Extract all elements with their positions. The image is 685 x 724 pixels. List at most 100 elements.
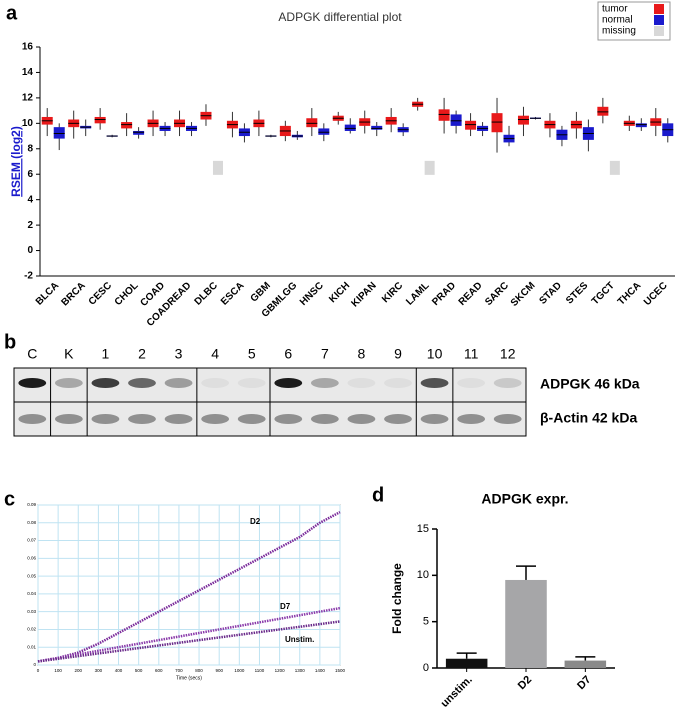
y-tick-label: 0.08 [27,520,36,525]
x-tick-label: BLCA [34,280,61,307]
legend-swatch [654,26,664,36]
y-tick-label: 0 [27,245,33,256]
y-tick-label: 0.09 [27,502,36,507]
box [306,118,318,128]
lane-label: 3 [175,346,183,362]
band [347,378,376,388]
band [128,414,156,424]
box [438,109,450,121]
series-line [37,606,341,663]
y-tick-label: 0 [423,662,429,674]
legend-label: missing [602,26,636,37]
band [54,414,83,424]
box [121,122,133,129]
x-tick-label: D2 [516,674,534,692]
x-tick-label: KIRC [380,280,405,305]
band [237,414,266,424]
x-tick-label: READ [457,280,485,308]
box [597,106,609,116]
band [201,378,230,388]
legend-label: normal [602,15,633,26]
x-tick-label: D7 [575,674,593,692]
y-tick-label: 16 [22,42,34,53]
x-tick-label: LAML [404,280,431,307]
lane-label: C [27,346,37,362]
box [94,116,106,124]
lane-label: 7 [321,346,329,362]
lane-label: 5 [248,346,256,362]
lane-label: 2 [138,346,146,362]
lane-label: 11 [464,346,479,362]
x-tick-label: DLBC [193,280,220,307]
x-tick-label: 400 [115,668,123,673]
panel-label: a [6,2,18,24]
x-tick-label: 1100 [255,668,265,673]
legend-label: tumor [602,4,628,15]
box [517,115,529,125]
panel-label: c [4,488,15,510]
x-tick-label: GBM [249,280,273,304]
x-tick-label: 500 [135,668,143,673]
row-label: ADPGK 46 kDa [540,376,640,392]
x-tick-label: 1500 [335,668,346,673]
y-tick-label: 10 [417,569,429,581]
band [457,414,486,424]
x-tick-label: HNSC [298,280,326,308]
missing-marker [424,160,435,175]
band [420,378,449,388]
x-tick-label: 1400 [315,668,326,673]
missing-marker [609,160,620,175]
y-tick-label: 14 [22,67,34,78]
band [274,378,303,388]
band [91,378,120,388]
band [310,378,339,388]
x-tick-label: CHOL [113,280,141,308]
y-tick-label: 0.05 [27,573,36,578]
band [384,414,412,424]
row-label: β-Actin 42 kDa [540,410,637,426]
x-tick-label: unstim. [439,674,475,710]
x-tick-label: ESCA [219,280,246,307]
x-axis-label: Time (secs) [176,675,202,681]
band [347,414,376,424]
x-tick-label: CESC [87,280,114,307]
box [450,114,462,126]
x-tick-label: 1000 [234,668,245,673]
bar [564,660,607,668]
y-tick-label: 12 [22,93,34,104]
y-axis-label: Fold change [390,563,404,634]
band [164,378,193,388]
x-tick-label: TGCT [590,280,617,307]
lane-label: 9 [394,346,402,362]
missing-marker [212,160,223,175]
y-tick-label: 2 [27,220,33,231]
y-tick-label: -2 [24,271,33,282]
lane-label: 1 [102,346,110,362]
band [493,414,522,424]
panel-label: b [4,331,16,353]
series-label: D7 [280,602,291,611]
x-tick-label: UCEC [642,280,670,308]
band [274,414,303,424]
x-tick-label: 800 [195,668,203,673]
band [384,378,412,388]
series-line [37,620,341,663]
band [201,414,230,424]
lane-label: 6 [284,346,292,362]
band [237,378,266,388]
chart-title: ADPGK expr. [481,491,568,507]
lane-label: K [64,346,74,362]
x-tick-label: STES [564,280,590,306]
band [420,414,449,424]
y-tick-label: 15 [417,523,429,535]
y-axis-label: RSEM (log2) [9,126,23,197]
box [53,127,65,139]
y-tick-label: 4 [27,194,33,205]
y-tick-label: 0.04 [27,591,36,596]
box [491,113,503,133]
x-tick-label: 1200 [275,668,286,673]
lane-label: 4 [211,346,219,362]
box [465,120,477,130]
x-tick-label: PRAD [430,280,458,308]
